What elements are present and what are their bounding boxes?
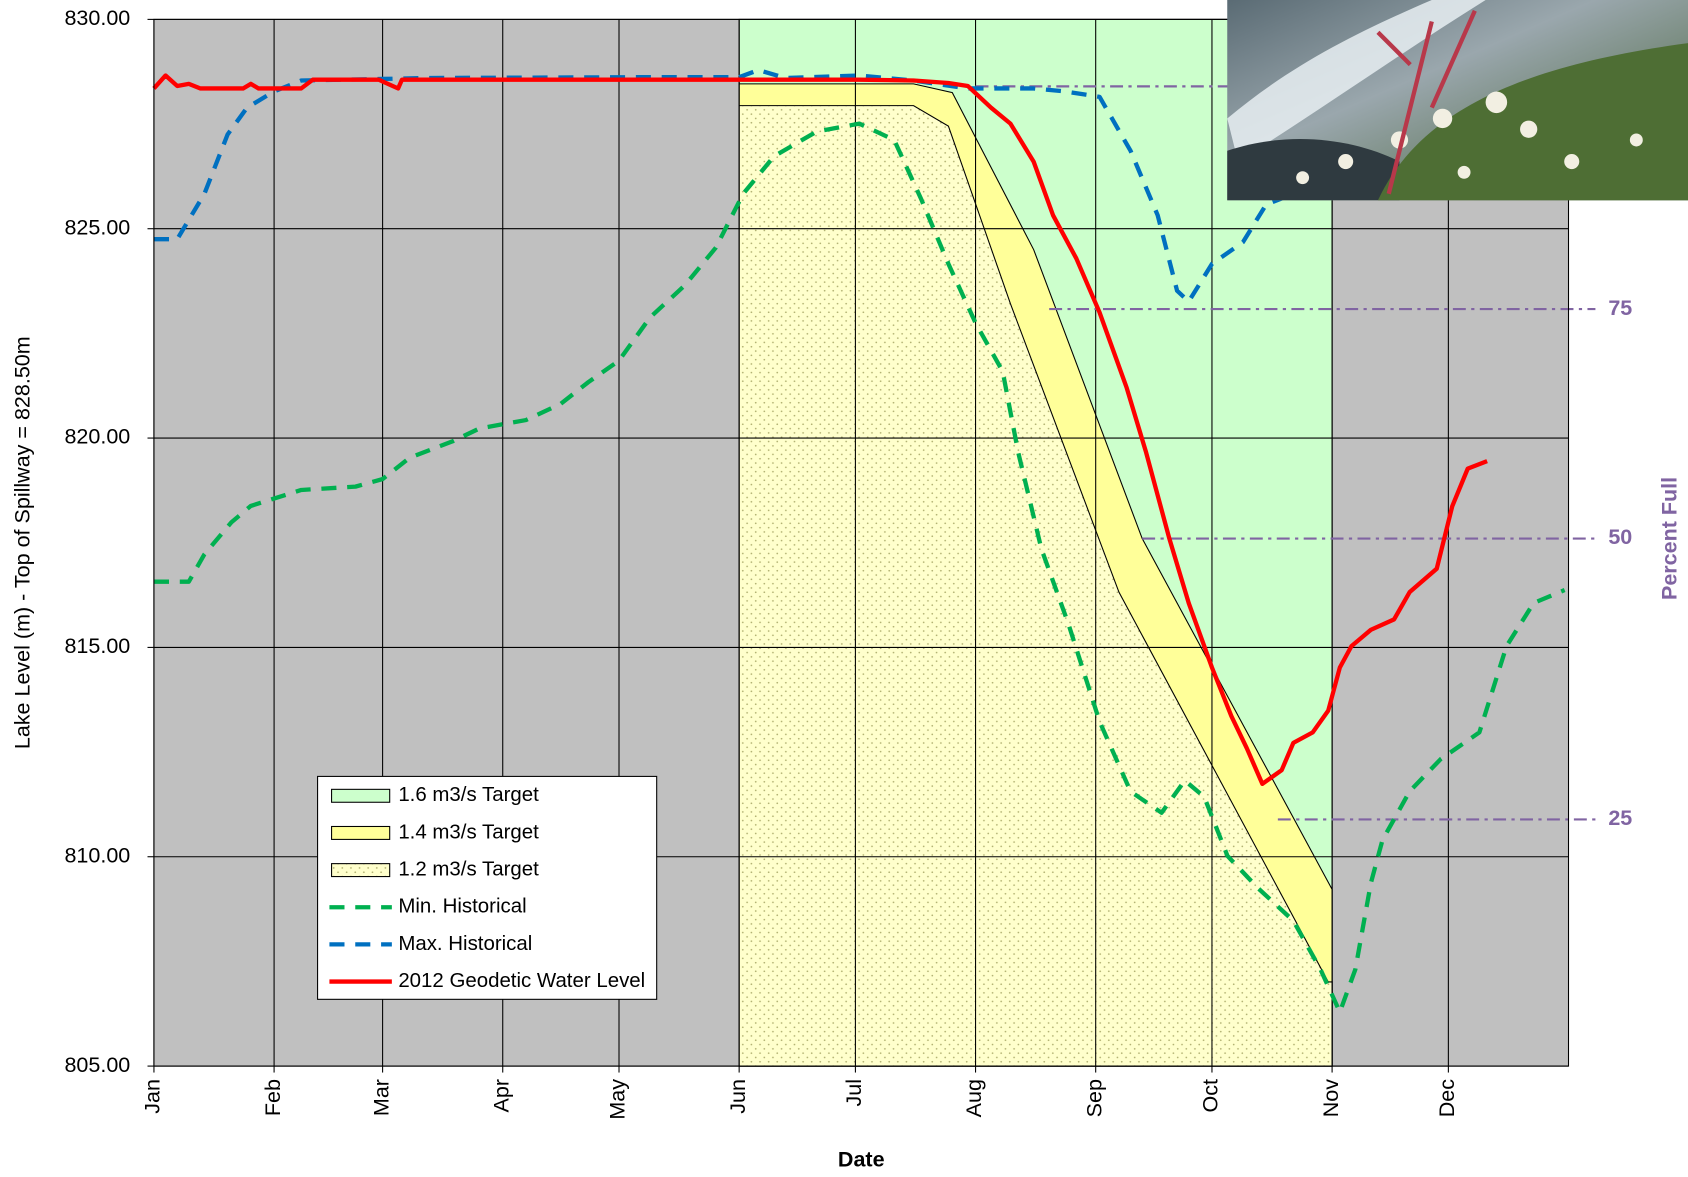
y-tick-label: 830.00 [64,6,130,30]
legend-label: Max. Historical [398,932,532,955]
legend-swatch [331,863,391,878]
percent-label: 50 [1608,525,1632,549]
series-line [152,73,1488,787]
plot-border [153,18,1570,1067]
x-tick-label: Jul [842,1079,866,1107]
legend-label: Min. Historical [398,895,526,918]
legend-label: 1.2 m3/s Target [398,858,539,881]
x-tick-label: Jun [726,1079,750,1114]
x-tick-label: Apr [489,1079,513,1112]
x-tick-label: Jan [141,1079,165,1114]
legend-box [317,775,658,1000]
x-tick-label: Mar [369,1079,393,1116]
x-tick-label: Aug [962,1079,986,1117]
x-tick-label: Nov [1319,1079,1343,1118]
y-axis-label: Lake Level (m) - Top of Spillway = 828.5… [10,336,34,749]
y-tick-label: 810.00 [64,843,130,867]
y2-axis-label: Percent Full [1657,477,1681,600]
x-tick-label: Oct [1199,1079,1223,1112]
series-line [153,121,1566,1015]
percent-label: 25 [1608,806,1632,830]
x-tick-label: Sep [1082,1079,1106,1117]
legend: 1.6 m3/s Target 1.4 m3/s Target 1.2 m3/s T… [317,775,658,1000]
legend-swatch [331,825,391,840]
legend-label: 1.4 m3/s Target [398,820,539,843]
x-tick-label: May [606,1079,630,1120]
legend-swatch [331,788,391,803]
y-tick-label: 805.00 [64,1053,130,1077]
legend-label: 2012 Geodetic Water Level [398,969,645,992]
y-tick-label: 825.00 [64,215,130,239]
percent-label: 75 [1608,296,1632,320]
legend-label: 1.6 m3/s Target [398,783,539,806]
photo [1227,0,1688,201]
y-tick-label: 820.00 [64,425,130,449]
x-tick-label: Dec [1435,1079,1459,1118]
x-tick-label: Feb [261,1079,285,1116]
y-tick-label: 815.00 [64,634,130,658]
x-axis-label: Date [838,1148,885,1172]
